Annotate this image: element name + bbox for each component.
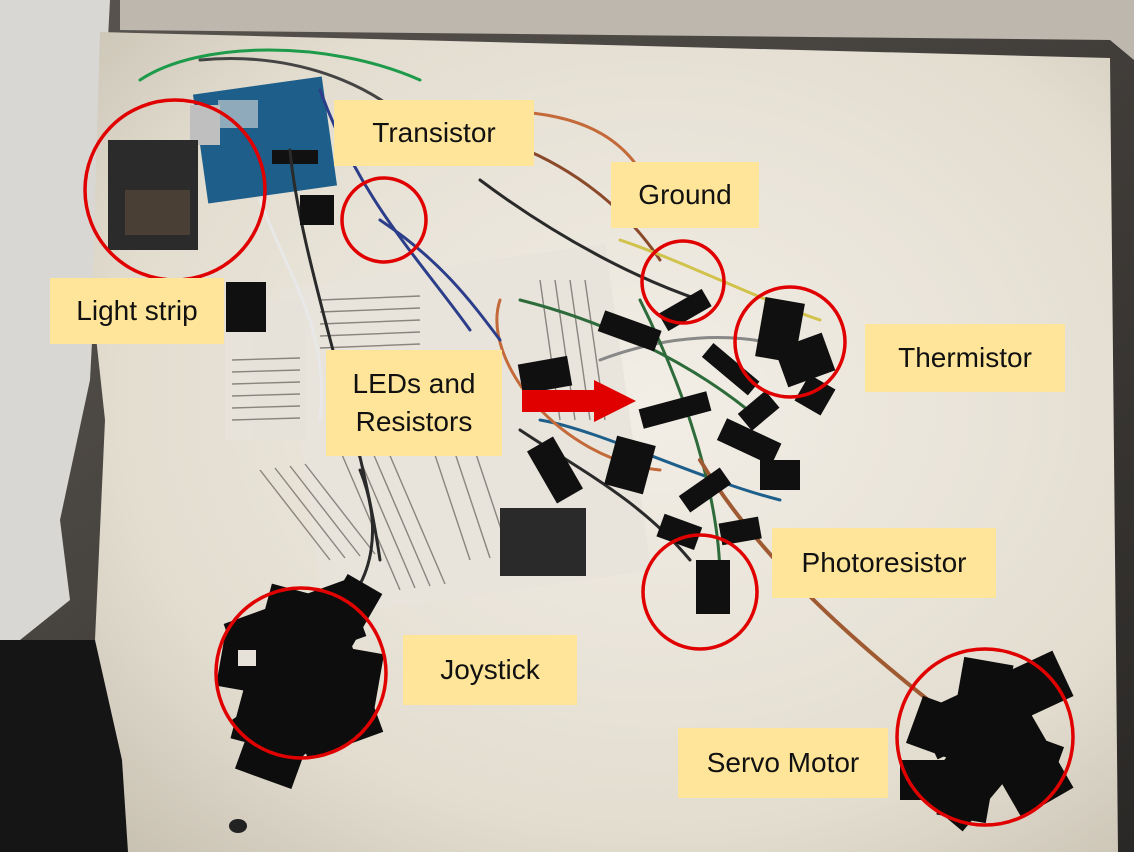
servo-tape	[900, 650, 1074, 832]
thermistor-text: Thermistor	[898, 342, 1032, 373]
photoresistor-text: Photoresistor	[801, 547, 967, 578]
leds-text-line1: LEDs and	[352, 368, 476, 399]
leds-text-line2: Resistors	[355, 406, 473, 437]
ground-circle	[640, 239, 726, 325]
transistor-label: Transistor	[334, 100, 534, 166]
servo-motor-text: Servo Motor	[706, 747, 860, 778]
photoresistor-label: Photoresistor	[772, 528, 996, 598]
light-strip-label: Light strip	[50, 278, 224, 344]
ground-text: Ground	[638, 179, 732, 210]
joystick-circle	[214, 586, 388, 760]
newspaper-text	[231, 279, 606, 591]
joystick-text: Joystick	[440, 654, 540, 685]
leds-and-resistors-label: LEDs and Resistors	[326, 350, 502, 456]
ground-label: Ground	[611, 162, 759, 228]
photoresistor-circle	[641, 533, 759, 651]
thermistor-label: Thermistor	[865, 324, 1065, 392]
arduino-board	[190, 76, 338, 204]
transistor-text: Transistor	[372, 117, 496, 148]
joystick-tape	[216, 574, 384, 790]
newspaper-photo	[500, 508, 586, 576]
transistor-circle	[340, 176, 428, 264]
joystick-label: Joystick	[403, 635, 577, 705]
board-hole	[229, 819, 247, 833]
thermistor-circle	[733, 285, 847, 399]
servo-motor-circle	[895, 647, 1075, 827]
tape-cluster	[226, 195, 836, 614]
servo-motor-label: Servo Motor	[678, 728, 888, 798]
leds-arrow	[522, 380, 636, 422]
light-strip-text: Light strip	[76, 295, 198, 326]
